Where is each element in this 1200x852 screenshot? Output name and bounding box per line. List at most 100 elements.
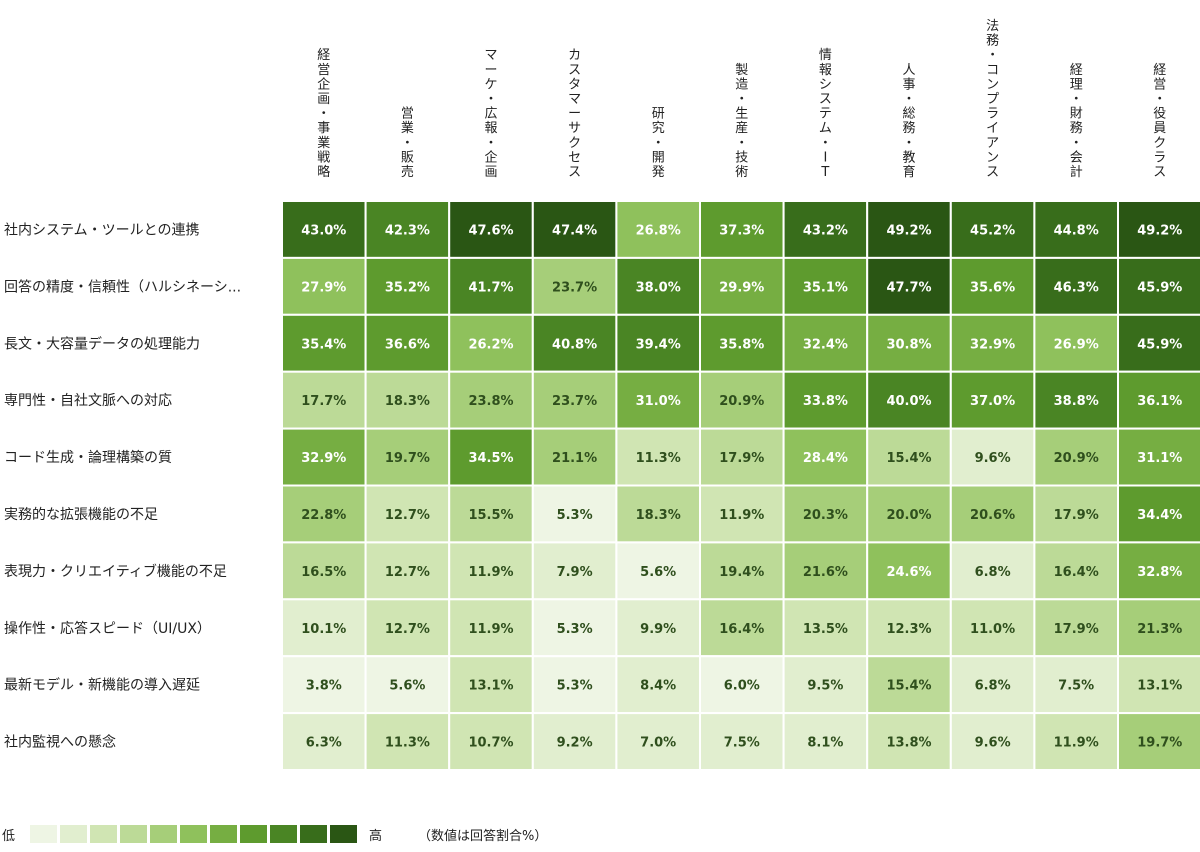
cell-value-label: 17.9% — [719, 451, 764, 466]
heatmap-cell — [1033, 655, 1120, 715]
heatmap-cell — [949, 484, 1036, 544]
heatmap-cell — [364, 484, 451, 544]
cell-value-label: 49.2% — [886, 223, 931, 238]
row-label: 長文・大容量データの処理能力 — [4, 335, 200, 352]
cell-value-label: 5.3% — [557, 508, 593, 523]
heatmap-cell — [281, 200, 367, 259]
heatmap-cell — [866, 256, 952, 316]
cell-value-label: 8.1% — [807, 736, 843, 751]
row-label: 実務的な拡張機能の不足 — [4, 507, 158, 523]
legend-swatch — [60, 825, 87, 843]
cell-value-label: 9.5% — [807, 679, 843, 694]
legend-swatch — [150, 825, 177, 843]
heatmap-cell — [949, 712, 1036, 771]
column-label: 経営・役員クラス — [1153, 63, 1166, 180]
heatmap-cell — [866, 427, 952, 487]
cell-value-label: 11.0% — [970, 622, 1015, 637]
heatmap-cell — [1117, 370, 1200, 430]
cell-value-label: 6.8% — [975, 679, 1011, 694]
heatmap-cell — [281, 256, 367, 316]
cell-value-label: 5.3% — [557, 679, 593, 694]
cell-value-label: 10.1% — [301, 622, 346, 637]
cell-value-label: 16.4% — [1054, 565, 1099, 580]
cell-value-label: 42.3% — [385, 223, 430, 238]
heatmap-cell — [364, 712, 451, 771]
cell-value-label: 32.9% — [970, 337, 1015, 352]
heatmap-cells: 43.0% 42.3% 47.6% 47.4% 26.8% 37.3% 43.2% 49.2%… — [281, 200, 1200, 771]
heatmap-cell — [1117, 712, 1200, 771]
row-label: 表現力・クリエイティブ機能の不足 — [4, 563, 227, 580]
column-label: 人事・総務・教育 — [902, 63, 915, 180]
cell-value-label: 17.9% — [1054, 622, 1099, 637]
column-label: カスタマーサクセス — [568, 48, 581, 180]
legend-swatch — [90, 825, 117, 843]
heatmap-cell — [699, 200, 785, 259]
cell-value-label: 45.9% — [1137, 280, 1182, 295]
cell-value-label: 31.0% — [636, 394, 681, 409]
heatmap-cell — [448, 484, 534, 544]
cell-value-label: 20.0% — [886, 508, 931, 523]
cell-value-label: 45.9% — [1137, 337, 1182, 352]
heatmap-cell — [782, 541, 869, 601]
cell-value-label: 47.7% — [886, 280, 931, 295]
cell-value-label: 27.9% — [301, 280, 346, 295]
cell-value-label: 20.9% — [719, 394, 764, 409]
cell-value-label: 20.3% — [803, 508, 848, 523]
column-label: 研究・開発 — [652, 107, 665, 180]
cell-value-label: 15.4% — [886, 451, 931, 466]
cell-value-label: 46.3% — [1054, 280, 1099, 295]
heatmap-cell — [782, 370, 869, 430]
heatmap-cell — [1033, 598, 1120, 658]
cell-value-label: 9.2% — [557, 736, 593, 751]
cell-value-label: 5.6% — [389, 679, 425, 694]
column-label: 営業・販売 — [401, 107, 414, 180]
cell-value-label: 13.1% — [1137, 679, 1182, 694]
heatmap-cell — [1117, 427, 1200, 487]
heatmap-cell — [866, 200, 952, 259]
cell-value-label: 30.8% — [886, 337, 931, 352]
heatmap-cell — [1033, 712, 1120, 771]
cell-value-label: 43.2% — [803, 223, 848, 238]
cell-value-label: 23.7% — [552, 394, 597, 409]
heatmap-cell — [364, 256, 451, 316]
heatmap-cell — [866, 484, 952, 544]
cell-value-label: 13.5% — [803, 622, 848, 637]
legend-swatch — [210, 825, 237, 843]
heatmap-cell — [1117, 200, 1200, 259]
cell-value-label: 35.4% — [301, 337, 346, 352]
heatmap-cell — [364, 200, 451, 259]
legend: 低 高 （数値は回答割合%） — [2, 825, 547, 844]
legend-swatch — [300, 825, 327, 843]
cell-value-label: 12.3% — [886, 622, 931, 637]
cell-value-label: 34.5% — [468, 451, 513, 466]
column-label: 製造・生産・技術 — [735, 63, 748, 180]
heatmap-cell — [281, 427, 367, 487]
heatmap-cell — [866, 655, 952, 715]
cell-value-label: 35.2% — [385, 280, 430, 295]
cell-value-label: 6.3% — [306, 736, 342, 751]
cell-value-label: 21.3% — [1137, 622, 1182, 637]
column-label: マーケ・広報・企画 — [484, 48, 497, 180]
row-label: 回答の精度・信頼性（ハルシネーシ... — [4, 278, 241, 295]
heatmap-cell — [448, 370, 534, 430]
row-label: 操作性・応答スピード（UI/UX） — [4, 620, 211, 637]
cell-value-label: 47.4% — [552, 223, 597, 238]
heatmap-cell — [448, 313, 534, 373]
row-label: コード生成・論理構築の質 — [4, 450, 172, 466]
cell-value-label: 45.2% — [970, 223, 1015, 238]
heatmap-cell — [281, 712, 367, 771]
cell-value-label: 28.4% — [803, 451, 848, 466]
cell-value-label: 11.9% — [468, 622, 513, 637]
heatmap-cell — [699, 712, 785, 771]
cell-value-label: 21.6% — [803, 565, 848, 580]
legend-swatch — [180, 825, 207, 843]
cell-value-label: 38.0% — [636, 280, 681, 295]
cell-value-label: 18.3% — [636, 508, 681, 523]
cell-value-label: 11.9% — [719, 508, 764, 523]
legend-low-label: 低 — [2, 829, 15, 844]
cell-value-label: 36.1% — [1137, 394, 1182, 409]
cell-value-label: 41.7% — [468, 280, 513, 295]
column-label: 経理・財務・会計 — [1070, 63, 1083, 180]
